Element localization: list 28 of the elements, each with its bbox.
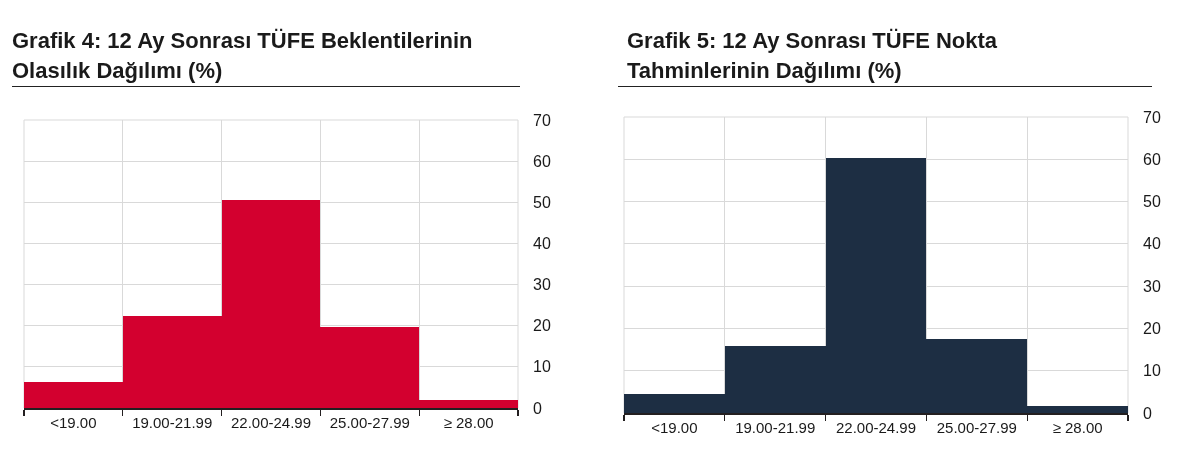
y-tick-label: 60 xyxy=(533,152,551,170)
chart-title: Grafik 5: 12 Ay Sonrası TÜFE Nokta Tahminlerinin Dağılımı (%) xyxy=(626,27,999,85)
x-tick-label: <19.00 xyxy=(651,418,698,436)
y-tick-label: 60 xyxy=(1143,150,1161,168)
y-tick-label: 0 xyxy=(1143,404,1152,422)
y-tick-label: 40 xyxy=(533,235,551,253)
y-tick-label: 40 xyxy=(1143,235,1161,253)
y-tick-label: 10 xyxy=(533,358,551,376)
chart-title: Grafik 4: 12 Ay Sonrası TÜFE Beklentilerinin Olasılık Dağılımı (%) xyxy=(12,27,474,85)
x-tick-label: 22.00-24.99 xyxy=(230,413,312,431)
y-tick-label: 10 xyxy=(1143,362,1161,380)
y-tick-label: 30 xyxy=(533,276,551,294)
y-tick-label: 20 xyxy=(1143,320,1161,338)
x-tick-label: <19.00 xyxy=(50,413,97,431)
y-tick-label: 30 xyxy=(1143,277,1161,295)
y-tick-label: 20 xyxy=(533,317,551,335)
x-tick-label: 22.00-24.99 xyxy=(835,418,917,436)
x-tick-label: ≥ 28.00 xyxy=(443,413,494,431)
x-tick-label: 25.00-27.99 xyxy=(329,413,410,431)
x-tick-label: 19.00-21.99 xyxy=(132,413,213,431)
y-tick-label: 70 xyxy=(1143,108,1161,126)
x-tick-label: 19.00-21.99 xyxy=(735,418,816,436)
x-tick-label: ≥ 28.00 xyxy=(1052,418,1103,436)
y-tick-label: 50 xyxy=(1143,193,1161,211)
x-tick-label: 25.00-27.99 xyxy=(936,418,1017,436)
y-tick-label: 70 xyxy=(533,111,551,129)
y-tick-label: 50 xyxy=(533,193,551,211)
y-tick-label: 0 xyxy=(533,399,542,417)
